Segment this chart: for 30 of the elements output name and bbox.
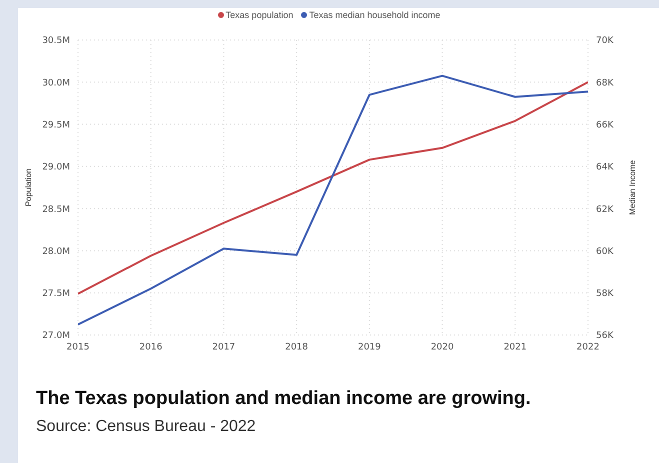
x-tick-label: 2021 bbox=[504, 342, 527, 352]
y-axis-title: Population bbox=[24, 168, 33, 206]
y-tick-label: 28.5M bbox=[42, 204, 70, 215]
legend-label: Texas population bbox=[224, 10, 294, 20]
text: The Texas population and median income are growing. bbox=[36, 388, 531, 410]
x-tick-label: 2015 bbox=[66, 342, 90, 352]
y2-tick-label: 64K bbox=[596, 162, 614, 173]
x-tick-label: 2022 bbox=[576, 342, 600, 352]
y2-tick-label: 60K bbox=[596, 246, 614, 257]
y2-tick-label: 68K bbox=[596, 78, 614, 88]
y2-tick-label: 70K bbox=[596, 36, 614, 46]
y2-tick-label: 56K bbox=[596, 331, 614, 342]
y-tick-label: 29.0M bbox=[42, 162, 70, 173]
y-tick-label: 27.5M bbox=[42, 289, 70, 300]
y-tick-label: 29.5M bbox=[42, 120, 70, 130]
y2-tick-label: 58K bbox=[596, 289, 614, 300]
legend-label: Texas median household income bbox=[308, 10, 440, 20]
x-tick-label: 2019 bbox=[358, 342, 382, 352]
y2-tick-label: 62K bbox=[596, 204, 614, 215]
x-tick-label: 2018 bbox=[285, 342, 308, 352]
x-tick-label: 2017 bbox=[212, 342, 236, 352]
x-tick-label: 2016 bbox=[139, 342, 163, 352]
y2-axis-title: Median Income bbox=[628, 160, 637, 215]
source-note: Source: Census Bureau - 2022 bbox=[36, 418, 256, 436]
y2-tick-label: 66K bbox=[596, 120, 614, 130]
y-tick-label: 28.0M bbox=[42, 246, 70, 257]
y-tick-label: 30.0M bbox=[42, 78, 70, 88]
y-tick-label: 27.0M bbox=[42, 331, 70, 342]
x-tick-label: 2020 bbox=[430, 342, 454, 352]
y-tick-label: 30.5M bbox=[42, 36, 70, 46]
